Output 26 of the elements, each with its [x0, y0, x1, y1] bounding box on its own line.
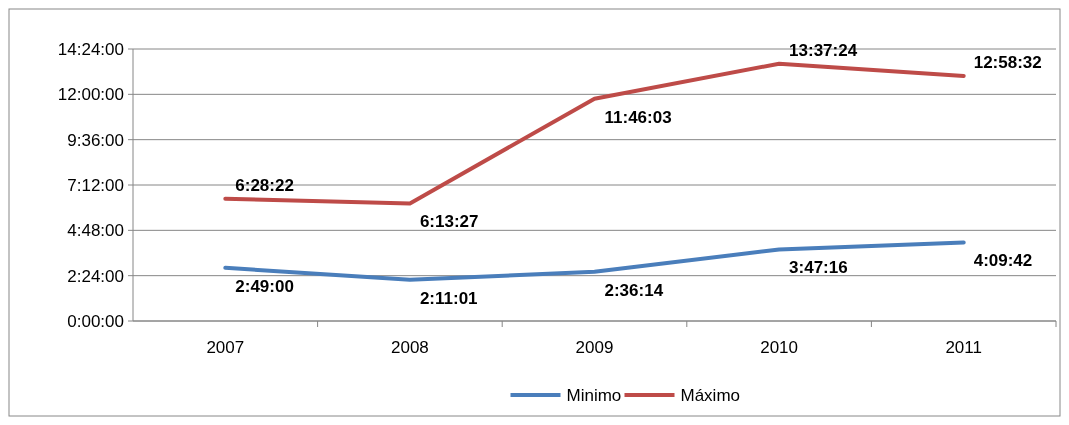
data-label: 3:47:16 [789, 258, 848, 278]
line-series [223, 240, 966, 282]
y-tick-label: 12:00:00 [57, 85, 124, 105]
data-label: 4:09:42 [973, 251, 1033, 271]
x-tick-label: 2010 [760, 338, 799, 357]
y-tick-label: 0:00:00 [67, 311, 124, 331]
y-tick-label: 4:48:00 [67, 221, 124, 241]
data-label: 13:37:24 [789, 40, 858, 60]
y-tick-label: 7:12:00 [67, 175, 124, 195]
y-tick-label: 9:36:00 [67, 130, 124, 150]
legend-label: Minimo [566, 385, 622, 405]
y-tick-label: 2:24:00 [67, 266, 124, 286]
data-label: 2:36:14 [604, 280, 664, 300]
data-label: 6:28:22 [235, 175, 294, 195]
data-label: 12:58:32 [973, 52, 1042, 72]
data-label: 6:13:27 [419, 212, 479, 232]
line-series [223, 61, 966, 206]
data-label: 11:46:03 [604, 107, 672, 127]
data-label: 2:49:00 [235, 276, 294, 296]
x-tick-label: 2007 [206, 338, 245, 357]
legend-label: Máximo [680, 385, 741, 405]
data-label: 2:11:01 [419, 288, 478, 308]
y-tick-label: 14:24:00 [57, 39, 124, 59]
x-tick-label: 2009 [575, 338, 614, 357]
x-tick-label: 2011 [945, 338, 982, 357]
x-tick-label: 2008 [390, 338, 429, 357]
